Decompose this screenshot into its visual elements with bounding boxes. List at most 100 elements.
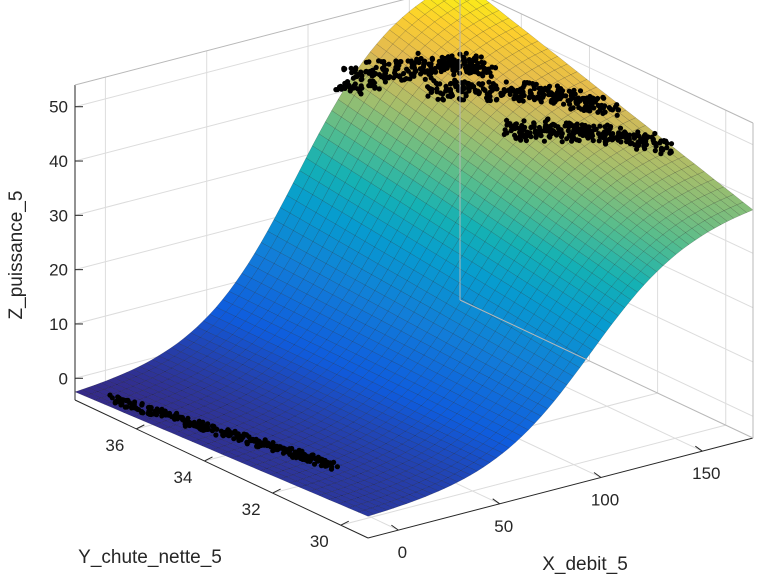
surface-cell: [309, 257, 327, 275]
scatter-point: [415, 50, 421, 57]
scatter-point: [469, 60, 475, 66]
surface-cell: [184, 411, 202, 419]
surface-cell: [604, 250, 622, 265]
scatter-point: [328, 466, 335, 472]
surface-cell: [530, 368, 548, 383]
surface-cell: [469, 422, 487, 435]
scatter-point: [437, 81, 443, 87]
scatter-point: [501, 131, 507, 137]
surface-cell: [510, 195, 527, 212]
grid-line: [74, 6, 461, 108]
surface-cell: [539, 216, 557, 232]
scatter-point: [401, 77, 407, 83]
surface-cell: [340, 462, 358, 470]
surface-cell: [262, 428, 280, 436]
surface-cell: [518, 47, 536, 59]
surface-cell: [415, 489, 433, 497]
z-tick-label: 40: [49, 152, 68, 171]
surface-cell: [434, 439, 452, 450]
scatter-point: [124, 404, 130, 410]
surface-cell: [620, 250, 638, 265]
scatter-point: [493, 86, 499, 92]
scatter-point: [600, 134, 606, 140]
scatter-point: [657, 140, 663, 146]
surface-cell: [220, 451, 239, 459]
z-tick-label: 10: [49, 315, 68, 334]
scatter-point: [347, 84, 353, 90]
surface-cell: [597, 190, 615, 204]
scatter-point: [543, 127, 549, 133]
scatter-point: [524, 131, 530, 137]
surface-cell: [456, 375, 474, 389]
surface-cell: [201, 443, 219, 451]
surface-cell: [633, 238, 651, 252]
scatter-point: [504, 117, 510, 124]
surface-cell: [252, 424, 271, 432]
scatter-point: [334, 464, 340, 470]
scatter-point: [547, 134, 553, 140]
surface-cell: [148, 384, 166, 393]
surface-cell: [524, 376, 542, 391]
surface-cell: [316, 289, 334, 305]
scatter-point: [318, 463, 324, 469]
scatter-point: [187, 419, 193, 426]
surface-cell: [167, 356, 185, 365]
surface-cell: [350, 482, 368, 490]
scatter-point: [113, 398, 119, 405]
surface-cell: [564, 155, 582, 170]
scatter-point: [315, 454, 321, 460]
scatter-point: [484, 95, 490, 101]
scatter-point: [422, 69, 428, 75]
surface-cell: [624, 264, 641, 279]
scatter-point: [533, 134, 539, 140]
scatter-point: [573, 96, 579, 102]
surface-cell: [517, 308, 535, 325]
surface-cell: [595, 279, 612, 295]
surface-cell: [499, 437, 516, 449]
surface-cell: [330, 440, 348, 449]
scatter-point: [589, 131, 595, 137]
scatter-point: [614, 112, 620, 118]
scatter-point: [358, 77, 364, 83]
scatter-point: [109, 395, 115, 401]
x-tick: [492, 498, 501, 505]
surface-cell: [407, 311, 425, 328]
surface-cell: [187, 401, 206, 410]
scatter-point: [475, 65, 481, 71]
surface-cell: [555, 215, 573, 231]
scatter-point: [246, 434, 252, 440]
scatter-point: [464, 80, 470, 86]
scatter-point: [393, 64, 399, 70]
z-tick-label: 50: [49, 98, 68, 117]
scatter-point: [528, 134, 534, 140]
scatter-point: [555, 124, 561, 130]
scatter-point: [568, 106, 574, 112]
surface-cell: [523, 179, 540, 195]
scatter-point: [577, 98, 583, 104]
surface-cell: [482, 340, 499, 356]
z-axis-label: Z_puissance_5: [6, 191, 27, 320]
surface-cell: [119, 372, 137, 380]
surface-cell: [299, 484, 317, 492]
scatter-point: [446, 87, 452, 93]
surface-cell: [726, 194, 744, 206]
scatter-point: [453, 66, 459, 73]
scatter-point: [530, 81, 536, 87]
surface-cell: [626, 183, 644, 196]
scatter-point: [449, 53, 455, 59]
scatter-point: [541, 138, 548, 144]
scatter-point: [241, 431, 247, 437]
surface-cell: [398, 406, 416, 418]
x-tick-label: 100: [591, 490, 619, 509]
surface-cell: [272, 415, 290, 424]
scatter-point: [504, 122, 510, 128]
surface-cell: [429, 209, 447, 228]
surface-cell: [240, 460, 258, 467]
surface-cell: [622, 120, 640, 132]
scatter-point: [425, 93, 431, 99]
surface-cell: [559, 347, 577, 363]
surface-cell: [295, 463, 313, 471]
scatter-point: [418, 71, 424, 77]
scatter-point: [574, 121, 580, 127]
surface-cell: [652, 194, 670, 207]
